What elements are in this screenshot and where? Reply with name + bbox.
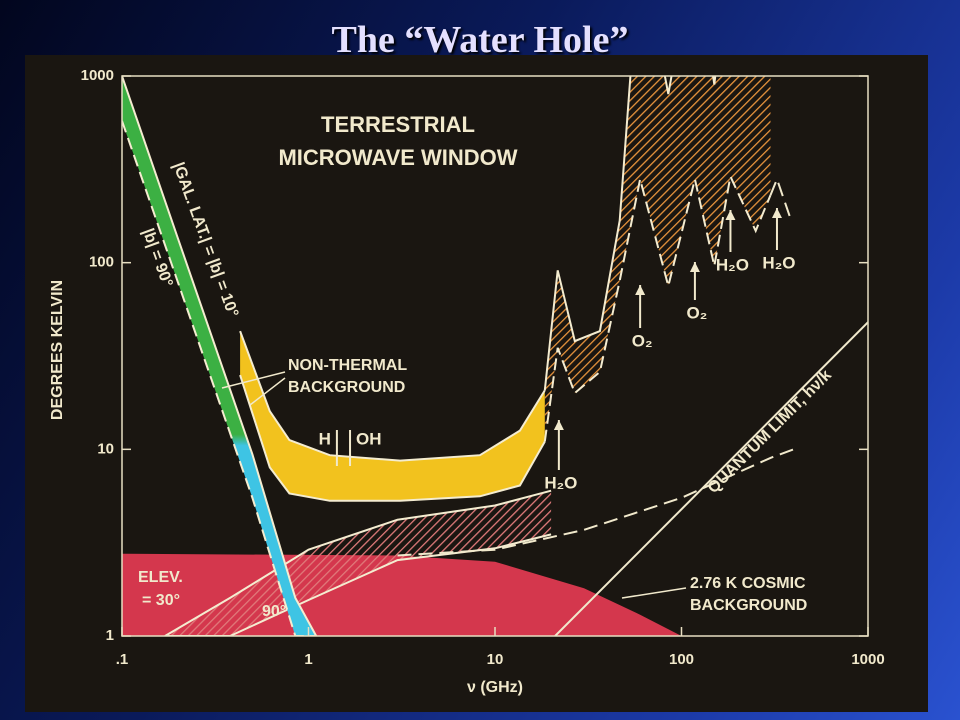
arrow-head <box>771 208 782 218</box>
band-lower-edge <box>239 374 546 502</box>
spectral-label: H₂O <box>716 255 749 274</box>
x-tick-label: 1 <box>304 651 312 668</box>
line <box>769 176 791 217</box>
band-upper-edge <box>239 330 546 462</box>
spectral-label: O₂ <box>687 303 708 322</box>
y-tick-label: 1 <box>106 627 114 644</box>
band-lower-edge <box>543 173 772 442</box>
x-tick-label: 10 <box>487 651 504 668</box>
x-tick-label: 100 <box>669 651 694 668</box>
band-lower-edge <box>122 120 317 636</box>
line <box>397 448 795 557</box>
band <box>165 490 552 636</box>
y-tick-label: 1000 <box>81 67 114 84</box>
band-lower-edge <box>165 533 552 636</box>
annotation: BACKGROUND <box>690 597 807 614</box>
band-upper-edge <box>543 76 717 391</box>
y-tick-label: 10 <box>97 440 114 457</box>
y-axis-label: DEGREES KELVIN <box>49 280 66 420</box>
arrow-head <box>635 285 646 295</box>
spectral-label: H₂O <box>762 253 795 272</box>
x-axis-label: ν (GHz) <box>467 679 523 696</box>
band-upper-edge <box>122 76 318 636</box>
annotation: NON-THERMAL <box>288 357 407 374</box>
x-tick-label: 1000 <box>851 651 884 668</box>
marker-label: OH <box>356 429 382 448</box>
leader-line <box>249 377 286 406</box>
annotation: 90° <box>262 603 286 620</box>
arrow-head <box>725 210 736 220</box>
annotation: ELEV. <box>138 569 183 586</box>
spectral-label: O₂ <box>632 331 653 350</box>
annotation: 2.76 K COSMIC <box>690 575 806 592</box>
band-upper-edge <box>164 489 552 636</box>
slide-title: The “Water Hole” <box>331 19 629 61</box>
chart-title: MICROWAVE WINDOW <box>278 145 517 170</box>
band <box>240 331 545 501</box>
line <box>554 321 868 636</box>
spectral-label: H₂O <box>544 473 577 492</box>
chart-title: TERRESTRIAL <box>321 112 475 137</box>
leader-line <box>621 587 687 599</box>
arrow-head <box>689 262 700 272</box>
annotation: = 30° <box>142 592 180 609</box>
y-tick-label: 100 <box>89 254 114 271</box>
x-tick-label: .1 <box>116 651 129 668</box>
marker-label: H <box>319 429 331 448</box>
arrow-head <box>553 420 564 430</box>
annotation: BACKGROUND <box>288 379 405 396</box>
leader-line <box>221 371 286 389</box>
plot-area <box>122 76 868 636</box>
band <box>544 76 771 442</box>
